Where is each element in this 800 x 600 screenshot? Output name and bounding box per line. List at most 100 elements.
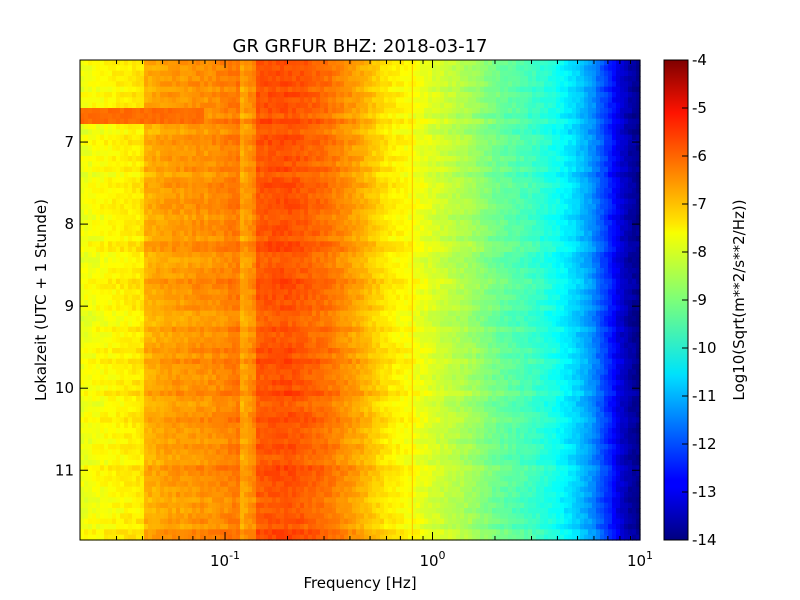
heatmap-cell xyxy=(276,65,281,72)
heatmap-cell xyxy=(160,156,165,162)
heatmap-cell xyxy=(580,108,585,114)
heatmap-cell xyxy=(488,161,493,168)
heatmap-cell xyxy=(564,124,569,130)
heatmap-cell xyxy=(276,209,281,216)
heatmap-cell xyxy=(188,172,193,178)
heatmap-cell xyxy=(256,134,261,141)
heatmap-cell xyxy=(584,193,589,200)
heatmap-cell xyxy=(380,209,385,216)
heatmap-cell xyxy=(548,198,553,205)
heatmap-cell xyxy=(156,230,161,237)
heatmap-cell xyxy=(632,92,637,98)
heatmap-cell xyxy=(280,81,285,88)
heatmap-cell xyxy=(592,97,597,104)
heatmap-cell xyxy=(416,134,421,141)
heatmap-cell xyxy=(296,150,301,157)
heatmap-cell xyxy=(620,92,625,98)
heatmap-cell xyxy=(268,193,273,200)
heatmap-cell xyxy=(332,188,337,194)
heatmap-cell xyxy=(352,156,357,162)
heatmap-cell xyxy=(376,97,381,104)
heatmap-cell xyxy=(88,198,93,205)
heatmap-cell xyxy=(300,124,305,130)
heatmap-cell xyxy=(624,241,629,248)
heatmap-cell xyxy=(432,204,437,210)
heatmap-cell xyxy=(564,230,569,237)
heatmap-cell xyxy=(256,214,261,221)
heatmap-cell xyxy=(564,102,569,109)
heatmap-cell xyxy=(232,145,237,152)
heatmap-cell xyxy=(540,166,545,173)
heatmap-cell xyxy=(196,246,201,253)
heatmap-cell xyxy=(156,102,161,109)
heatmap-cell xyxy=(260,102,265,109)
heatmap-cell xyxy=(532,70,537,77)
heatmap-cell xyxy=(152,60,157,66)
heatmap-cell xyxy=(344,86,349,93)
heatmap-cell xyxy=(308,118,313,125)
heatmap-cell xyxy=(600,92,605,98)
heatmap-cell xyxy=(560,198,565,205)
heatmap-cell xyxy=(628,182,633,189)
heatmap-cell xyxy=(368,156,373,162)
heatmap-cell xyxy=(592,81,597,88)
heatmap-cell xyxy=(336,177,341,184)
heatmap-cell xyxy=(184,214,189,221)
heatmap-cell xyxy=(612,236,617,242)
heatmap-cell xyxy=(440,193,445,200)
heatmap-cell xyxy=(248,150,253,157)
heatmap-cell xyxy=(448,124,453,130)
heatmap-cell xyxy=(456,92,461,98)
heatmap-cell xyxy=(172,177,177,184)
heatmap-cell xyxy=(308,150,313,157)
heatmap-cell xyxy=(164,108,169,114)
heatmap-cell xyxy=(544,156,549,162)
heatmap-cell xyxy=(88,230,93,237)
heatmap-cell xyxy=(544,236,549,242)
heatmap-cell xyxy=(212,76,217,82)
heatmap-cell xyxy=(332,198,337,205)
heatmap-cell xyxy=(636,102,641,109)
heatmap-cell xyxy=(96,156,101,162)
heatmap-cell xyxy=(208,214,213,221)
heatmap-cell xyxy=(100,145,105,152)
heatmap-cell xyxy=(268,241,273,248)
heatmap-cell xyxy=(484,86,489,93)
heatmap-cell xyxy=(236,177,241,184)
heatmap-cell xyxy=(412,198,417,205)
heatmap-cell xyxy=(216,118,221,125)
heatmap-cell xyxy=(420,236,425,242)
heatmap-cell xyxy=(236,236,241,242)
heatmap-cell xyxy=(276,60,281,66)
heatmap-cell xyxy=(448,145,453,152)
heatmap-cell xyxy=(468,97,473,104)
heatmap-cell xyxy=(520,113,525,120)
heatmap-cell xyxy=(628,108,633,114)
heatmap-cell xyxy=(384,81,389,88)
heatmap-cell xyxy=(172,129,177,136)
heatmap-cell xyxy=(256,236,261,242)
heatmap-cell xyxy=(540,182,545,189)
heatmap-cell xyxy=(620,70,625,77)
heatmap-cell xyxy=(132,124,137,130)
heatmap-cell xyxy=(372,156,377,162)
heatmap-cell xyxy=(292,204,297,210)
heatmap-cell xyxy=(424,172,429,178)
heatmap-cell xyxy=(448,150,453,157)
heatmap-cell xyxy=(116,188,121,194)
heatmap-cell xyxy=(124,225,129,232)
heatmap-cell xyxy=(608,113,613,120)
heatmap-cell xyxy=(176,102,181,109)
heatmap-cell xyxy=(404,188,409,194)
heatmap-cell xyxy=(208,172,213,178)
heatmap-cell xyxy=(548,81,553,88)
heatmap-cell xyxy=(268,177,273,184)
heatmap-cell xyxy=(296,113,301,120)
heatmap-cell xyxy=(416,145,421,152)
heatmap-cell xyxy=(596,92,601,98)
heatmap-cell xyxy=(340,86,345,93)
heatmap-cell xyxy=(180,225,185,232)
heatmap-cell xyxy=(112,76,117,82)
heatmap-cell xyxy=(616,230,621,237)
heatmap-cell xyxy=(392,204,397,210)
